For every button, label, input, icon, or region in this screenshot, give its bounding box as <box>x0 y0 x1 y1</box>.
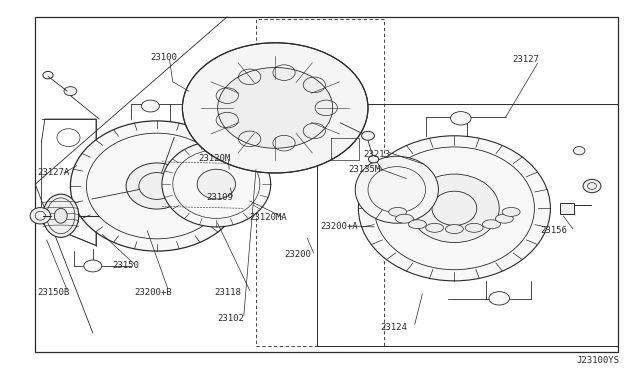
Ellipse shape <box>451 112 471 125</box>
Ellipse shape <box>573 147 585 155</box>
Ellipse shape <box>583 179 601 193</box>
Text: 23102: 23102 <box>218 314 244 323</box>
Ellipse shape <box>43 194 79 237</box>
Ellipse shape <box>141 100 159 112</box>
Ellipse shape <box>126 163 188 209</box>
Ellipse shape <box>396 214 413 223</box>
Text: 23200+A: 23200+A <box>320 222 358 231</box>
Text: 23200+B: 23200+B <box>134 288 172 296</box>
Ellipse shape <box>30 208 51 224</box>
Ellipse shape <box>465 223 483 232</box>
Text: 23127: 23127 <box>512 55 539 64</box>
Ellipse shape <box>502 208 520 217</box>
Text: 23213: 23213 <box>364 150 390 159</box>
Ellipse shape <box>408 220 426 229</box>
Text: 23118: 23118 <box>214 288 241 296</box>
Bar <box>35 17 618 352</box>
Text: 23150B: 23150B <box>37 288 69 296</box>
Ellipse shape <box>84 260 102 272</box>
Ellipse shape <box>54 208 67 223</box>
Ellipse shape <box>495 214 513 223</box>
Ellipse shape <box>445 225 463 234</box>
Ellipse shape <box>369 155 379 163</box>
Text: 23135M: 23135M <box>349 165 381 174</box>
Text: 23124: 23124 <box>381 323 408 332</box>
Text: 23120M: 23120M <box>198 154 230 163</box>
Ellipse shape <box>362 131 374 140</box>
Text: 23127A: 23127A <box>37 169 69 177</box>
Ellipse shape <box>483 220 500 229</box>
Ellipse shape <box>358 136 550 281</box>
Text: 23109: 23109 <box>207 193 234 202</box>
Ellipse shape <box>70 121 243 251</box>
Ellipse shape <box>64 87 77 96</box>
Text: 23120MA: 23120MA <box>250 213 287 222</box>
Ellipse shape <box>162 141 271 227</box>
Ellipse shape <box>489 292 509 305</box>
Ellipse shape <box>182 43 368 173</box>
Text: 23156: 23156 <box>541 226 568 235</box>
Ellipse shape <box>388 208 406 217</box>
Text: 23150: 23150 <box>112 262 139 270</box>
Bar <box>256 19 384 346</box>
Ellipse shape <box>218 67 333 148</box>
Bar <box>317 104 618 346</box>
Ellipse shape <box>410 174 499 243</box>
Text: J23100YS: J23100YS <box>576 356 619 365</box>
Ellipse shape <box>197 169 236 199</box>
Ellipse shape <box>355 156 438 223</box>
Ellipse shape <box>426 223 444 232</box>
Text: 23100: 23100 <box>150 53 177 62</box>
Bar <box>560 203 574 214</box>
Text: 23200: 23200 <box>285 250 312 259</box>
